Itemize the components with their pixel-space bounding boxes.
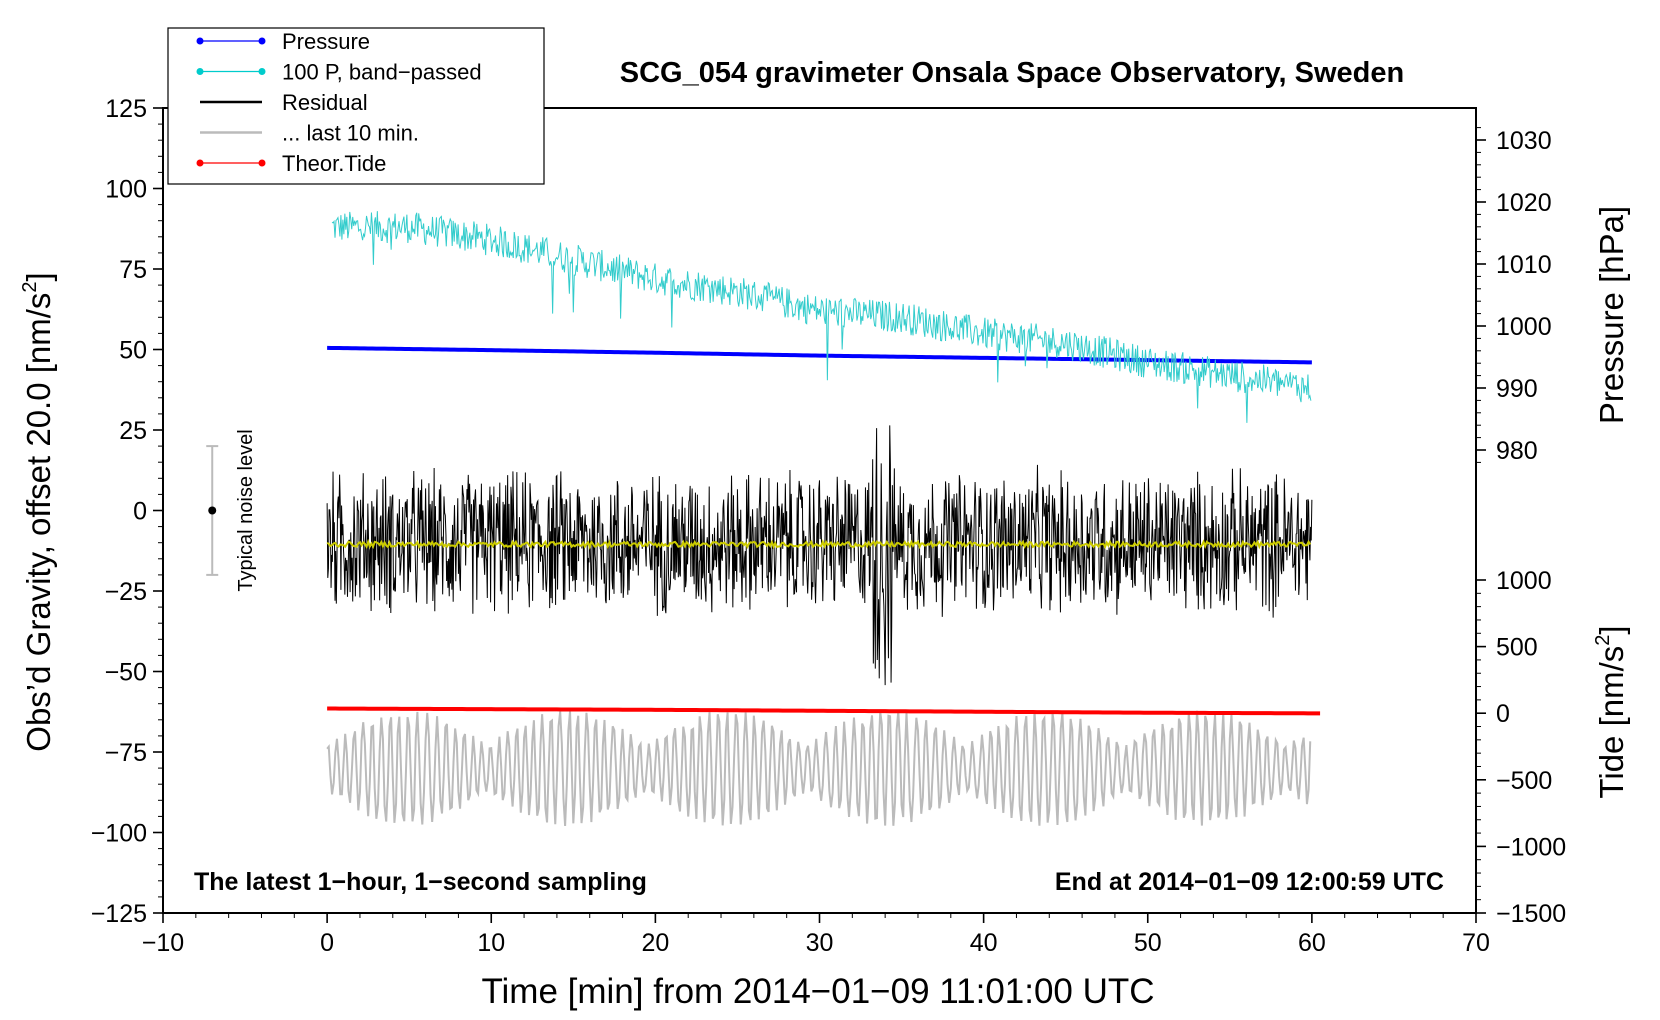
x-tick-label: 30: [806, 929, 834, 957]
y-axis-label-tide-close: ]: [1593, 625, 1630, 634]
pressure-tick-label: 980: [1496, 437, 1538, 465]
x-tick-label: 70: [1462, 929, 1490, 957]
y-axis-label-tide-main: Tide [nm/s: [1593, 646, 1630, 799]
pressure-tick-label: 1020: [1496, 189, 1552, 217]
x-tick-label: 10: [477, 929, 505, 957]
y-axis-label-left-sup: 2: [19, 281, 41, 292]
legend-label: ... last 10 min.: [282, 121, 419, 146]
legend-label: Residual: [282, 90, 368, 115]
legend-marker: [258, 159, 266, 167]
legend-box: [167, 27, 545, 185]
series-theoretical-tide: [327, 706, 1321, 716]
series-pressure: [327, 345, 1312, 365]
legend-marker: [196, 159, 204, 167]
ticks-layer: −10 0 10 20 30 40 50 60 70−125−100−75−50−2502550…: [91, 95, 1567, 957]
y-tick-label: −25: [105, 578, 147, 606]
legend-marker: [258, 68, 266, 75]
tide-tick-label: 1000: [1496, 567, 1552, 595]
noise-bar-center: [208, 506, 217, 515]
tide-tick-label: 500: [1496, 634, 1538, 662]
y-axis-label-left-main: Obs’d Gravity, offset 20.0 [nm/s: [20, 293, 57, 752]
legend-label: 100 P, band−passed: [282, 60, 482, 85]
x-tick-label: 50: [1134, 929, 1162, 957]
tide-tick-label: −1000: [1496, 833, 1566, 861]
y-tick-label: 0: [133, 498, 147, 526]
pressure-tick-label: 1000: [1496, 313, 1552, 341]
x-tick-label: 60: [1298, 929, 1326, 957]
pressure-tick-label: 1010: [1496, 251, 1552, 279]
series-layer: [326, 211, 1321, 826]
y-tick-label: 50: [119, 337, 147, 365]
tide-tick-label: −1500: [1496, 900, 1566, 928]
x-tick-label: 20: [641, 929, 669, 957]
y-tick-label: 25: [119, 417, 147, 445]
series-residual: [326, 425, 1313, 686]
x-tick-label: 40: [970, 929, 998, 957]
annotation-end-time: End at 2014−01−09 12:00:59 UTC: [1055, 868, 1444, 896]
series-residual-mean: [326, 538, 1312, 550]
noise-label: Typical noise level: [235, 429, 257, 591]
legend-marker: [258, 37, 266, 45]
y-tick-label: −125: [91, 900, 147, 928]
pressure-tick-label: 990: [1496, 375, 1538, 403]
noise-bar: [206, 445, 219, 576]
y-axis-label-left: Obs’d Gravity, offset 20.0 [nm/s2]: [19, 272, 57, 751]
pressure-tick-label: 1030: [1496, 127, 1552, 155]
tide-tick-label: 0: [1496, 700, 1510, 728]
y-axis-label-pressure: Pressure [hPa]: [1593, 206, 1630, 424]
legend-label: Pressure: [282, 29, 370, 54]
series-bandpassed-pressure: [331, 211, 1312, 423]
y-tick-label: −75: [105, 739, 147, 767]
legend: Pressure 100 P, band−passed Residual ... la…: [167, 27, 545, 185]
chart-title: SCG_054 gravimeter Onsala Space Observat…: [620, 57, 1404, 89]
x-tick-label: −10: [142, 929, 184, 957]
series-last-10-min: [326, 710, 1312, 826]
y-tick-label: 100: [105, 176, 147, 204]
y-tick-label: −100: [91, 820, 147, 848]
y-axis-label-left-close: ]: [20, 272, 57, 281]
y-tick-label: 125: [105, 95, 147, 123]
x-tick-label: 0: [320, 929, 334, 957]
y-tick-label: −50: [105, 659, 147, 687]
y-axis-label-tide: Tide [nm/s2]: [1592, 625, 1630, 798]
legend-label: Theor.Tide: [282, 151, 386, 176]
legend-marker: [196, 37, 204, 45]
legend-marker: [196, 68, 204, 75]
annotation-sampling: The latest 1−hour, 1−second sampling: [194, 868, 647, 896]
x-axis-label: Time [min] from 2014−01−09 11:01:00 UTC: [481, 972, 1154, 1011]
tide-tick-label: −500: [1496, 767, 1552, 795]
y-tick-label: 75: [119, 256, 147, 284]
y-axis-label-tide-sup: 2: [1592, 635, 1614, 646]
